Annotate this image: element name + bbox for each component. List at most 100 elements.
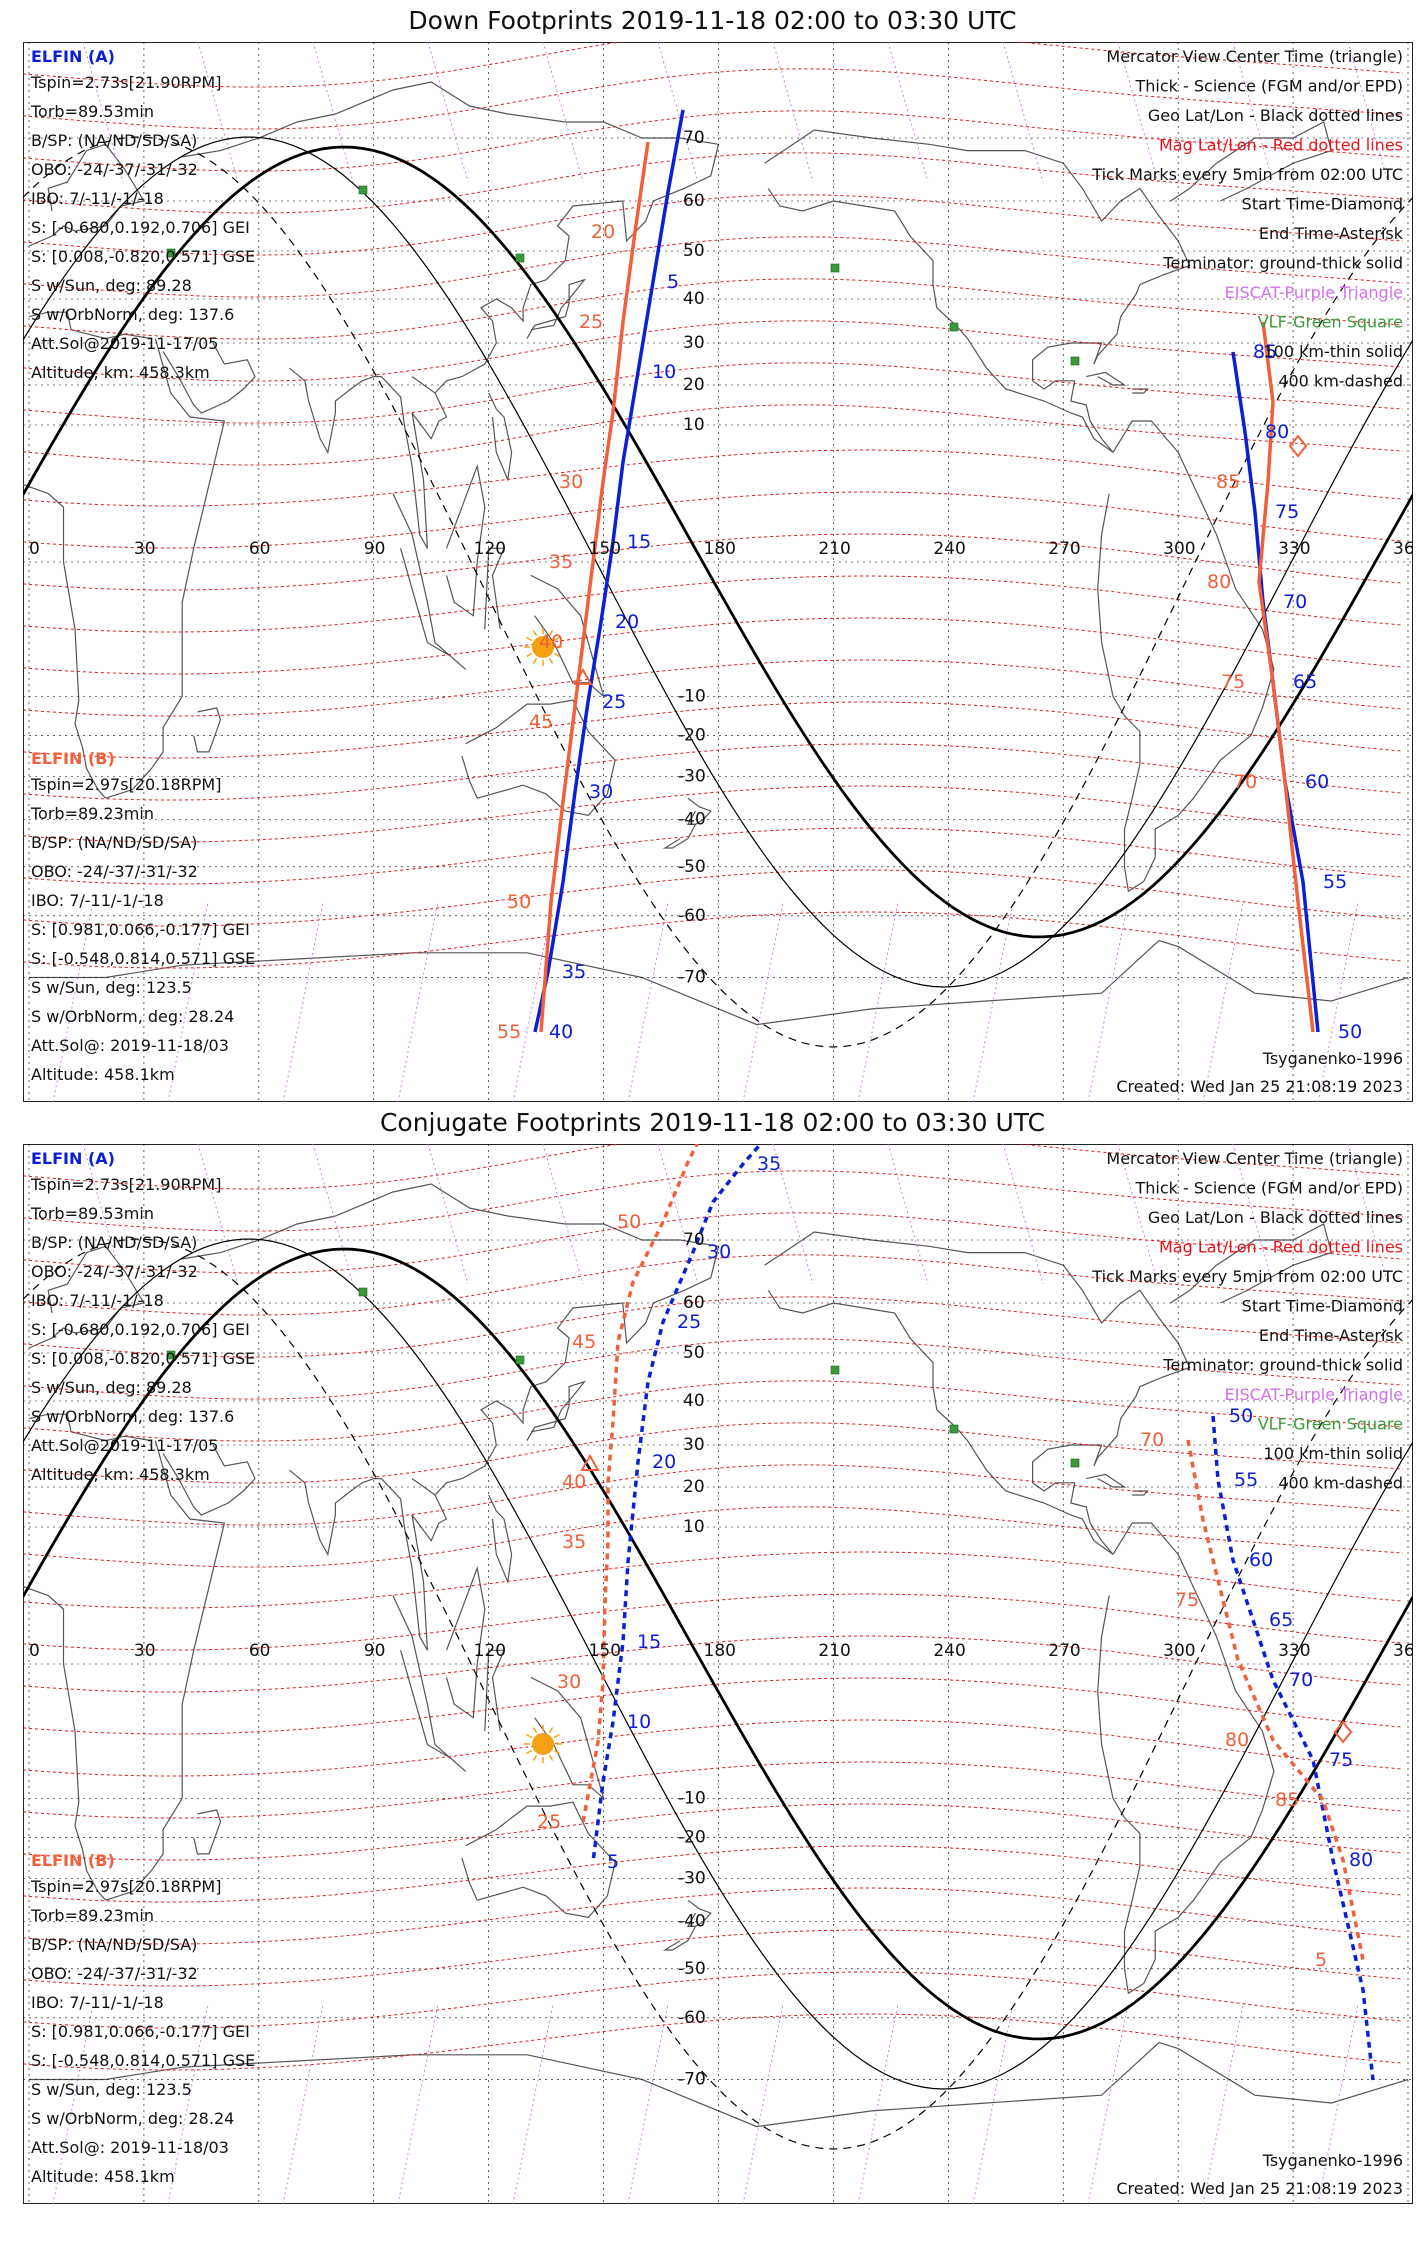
sun-ray bbox=[553, 1749, 560, 1755]
elfin-b-tick-label: 75 bbox=[1221, 671, 1245, 693]
mag-meridian-north bbox=[427, 42, 469, 183]
mag-latitude-line bbox=[23, 1803, 1404, 1861]
elfin-b-track bbox=[539, 141, 650, 1033]
elfin-b-info: ELFIN (B) Tspin=2.97s[20.18RPM] Torb=89.23… bbox=[30, 749, 255, 1084]
mag-latitude-line bbox=[23, 869, 1404, 927]
mag-meridian-south bbox=[857, 2003, 899, 2204]
elfin-b-param: Altitude: 458.1km bbox=[31, 2167, 175, 2186]
mag-meridian-north bbox=[1002, 42, 1044, 183]
elfin-b-tick-label: 5 bbox=[1315, 1949, 1327, 1971]
vlf-square bbox=[166, 248, 176, 258]
elfin-a-param: S: [-0.680,0.192,0.706] GEI bbox=[31, 1320, 250, 1339]
coastline bbox=[162, 1444, 256, 1516]
coastline bbox=[484, 547, 505, 630]
vlf-square bbox=[949, 322, 959, 332]
mag-latitude-line bbox=[23, 1380, 1404, 1442]
mag-meridian-north bbox=[887, 1144, 929, 1285]
lat-tick-label: 70 bbox=[683, 128, 705, 148]
elfin-b-param: B/SP: (NA/ND/SD/SA) bbox=[31, 833, 197, 852]
mag-meridian-north bbox=[1002, 1144, 1044, 1285]
coastline bbox=[488, 392, 513, 483]
mag-latitude-line bbox=[23, 911, 1404, 969]
lat-tick-label: -20 bbox=[678, 725, 706, 745]
mag-latitude-line bbox=[23, 1593, 1404, 1651]
elfin-b-param: OBO: -24/-37/-31/-32 bbox=[31, 1964, 198, 1983]
elfin-b-param: S: [0.981,0.066,-0.177] GEI bbox=[31, 920, 250, 939]
lon-tick-label: 180 bbox=[704, 539, 736, 559]
mag-meridian-south bbox=[397, 2003, 439, 2204]
elfin-a-tick-label: 5 bbox=[607, 1851, 619, 1873]
elfin-b-tick-label: 40 bbox=[539, 631, 563, 653]
mag-latitude-line bbox=[23, 1887, 1404, 1945]
coastline bbox=[1170, 1223, 1333, 1304]
elfin-a-param: B/SP: (NA/ND/SD/SA) bbox=[31, 131, 197, 150]
elfin-a-tick-label: 5 bbox=[667, 271, 679, 293]
elfin-b-param: Torb=89.23min bbox=[30, 804, 154, 823]
elfin-b-param: IBO: 7/-11/-1/-18 bbox=[31, 891, 164, 910]
sun-ray bbox=[548, 657, 554, 664]
mag-latitude-line bbox=[23, 362, 1404, 424]
mag-latitude-line bbox=[23, 1635, 1404, 1693]
lon-tick-label: 60 bbox=[249, 1641, 271, 1661]
conjugate-footprints-map: 3530252015105555045403530255055606570758… bbox=[23, 1144, 1413, 2204]
mag-meridian-south bbox=[397, 901, 439, 1102]
elfin-a-tick-label: 60 bbox=[1305, 771, 1329, 793]
elfin-b-param: IBO: 7/-11/-1/-18 bbox=[31, 1993, 164, 2012]
mag-meridian-north bbox=[1232, 1144, 1274, 1285]
mag-meridian-south bbox=[512, 2003, 554, 2204]
lon-tick-label: 90 bbox=[364, 1641, 386, 1661]
elfin-a-param: Att.Sol@2019-11-17/05 bbox=[31, 334, 218, 353]
model-label: Tsyganenko-1996 bbox=[1262, 2151, 1403, 2170]
geo-grid bbox=[23, 42, 1413, 1102]
sun-ray bbox=[532, 1754, 538, 1761]
elfin-a-tick-label: 70 bbox=[1289, 1669, 1313, 1691]
lon-tick-label: 150 bbox=[589, 539, 621, 559]
elfin-a-tick-label: 20 bbox=[615, 611, 639, 633]
sun-disc bbox=[532, 636, 554, 658]
lon-tick-label: 120 bbox=[474, 539, 506, 559]
coastline bbox=[461, 699, 616, 817]
coastline bbox=[182, 81, 720, 394]
elfin-b-param: S: [-0.548,0.814,0.571] GSE bbox=[31, 949, 255, 968]
mag-meridian-north bbox=[312, 1144, 354, 1285]
sun-disc bbox=[532, 1733, 554, 1755]
elfin-b-tick-label: 50 bbox=[507, 891, 531, 913]
elfin-a-tick-label: 85 bbox=[1253, 341, 1277, 363]
satellite-tracks: 3530252015105555045403530255055606570758… bbox=[537, 1144, 1375, 2081]
vlf-square bbox=[1070, 356, 1080, 366]
elfin-a-tick-label: 55 bbox=[1234, 1469, 1258, 1491]
axis-labels: 0 30 60 90 120 150 180 210 240 270 300 330 360 70 60 50… bbox=[29, 1230, 1413, 2090]
created-timestamp: Created: Wed Jan 25 21:08:19 2023 bbox=[1116, 1077, 1403, 1096]
mag-latitude-line bbox=[23, 533, 1404, 591]
coastline bbox=[488, 1494, 513, 1585]
mag-latitude-line bbox=[23, 404, 1404, 466]
elfin-b-param: B/SP: (NA/ND/SD/SA) bbox=[31, 1935, 197, 1954]
elfin-b-tick-label: 80 bbox=[1225, 1729, 1249, 1751]
terminator-ground bbox=[23, 145, 1413, 939]
elfin-a-tick-label: 25 bbox=[602, 691, 626, 713]
coastline bbox=[23, 483, 107, 799]
elfin-a-param: B/SP: (NA/ND/SD/SA) bbox=[31, 1233, 197, 1252]
legend-entry: 400 km-dashed bbox=[1278, 372, 1403, 391]
mag-latitude-line bbox=[23, 152, 1404, 214]
mag-meridian-north bbox=[82, 42, 124, 183]
mag-meridian-south bbox=[1087, 2003, 1129, 2204]
elfin-a-tick-label: 30 bbox=[707, 1241, 731, 1263]
sun-icon bbox=[524, 1725, 562, 1763]
vlf-square bbox=[358, 1287, 368, 1297]
lat-tick-label: 10 bbox=[683, 415, 705, 435]
vlf-square bbox=[830, 263, 840, 273]
mag-latitude-line bbox=[23, 1254, 1404, 1316]
mag-meridian-south bbox=[972, 2003, 1014, 2204]
mag-meridian-south bbox=[742, 2003, 784, 2204]
terminator-layer bbox=[23, 136, 1413, 1048]
mag-latitude-line bbox=[23, 42, 1404, 88]
lat-tick-label: 20 bbox=[683, 375, 705, 395]
legend-entry: Tick Marks every 5min from 02:00 UTC bbox=[1091, 165, 1403, 184]
elfin-b-tick-label: 80 bbox=[1207, 571, 1231, 593]
sun-ray bbox=[532, 1727, 538, 1734]
mag-latitude-line bbox=[23, 701, 1404, 759]
mag-meridian-north bbox=[657, 42, 699, 183]
lon-tick-label: 330 bbox=[1278, 539, 1310, 559]
lat-tick-label: -40 bbox=[678, 1912, 706, 1932]
